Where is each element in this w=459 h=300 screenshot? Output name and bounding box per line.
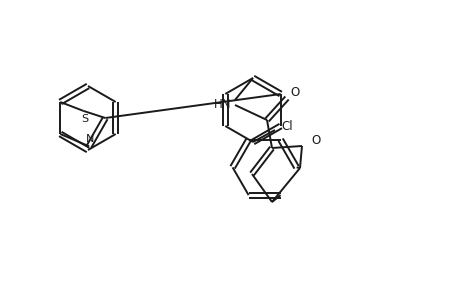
- Text: N: N: [86, 134, 94, 144]
- Text: O: O: [311, 134, 320, 148]
- Text: S: S: [81, 114, 89, 124]
- Text: O: O: [290, 86, 299, 100]
- Text: Cl: Cl: [280, 121, 292, 134]
- Text: HN: HN: [214, 98, 231, 112]
